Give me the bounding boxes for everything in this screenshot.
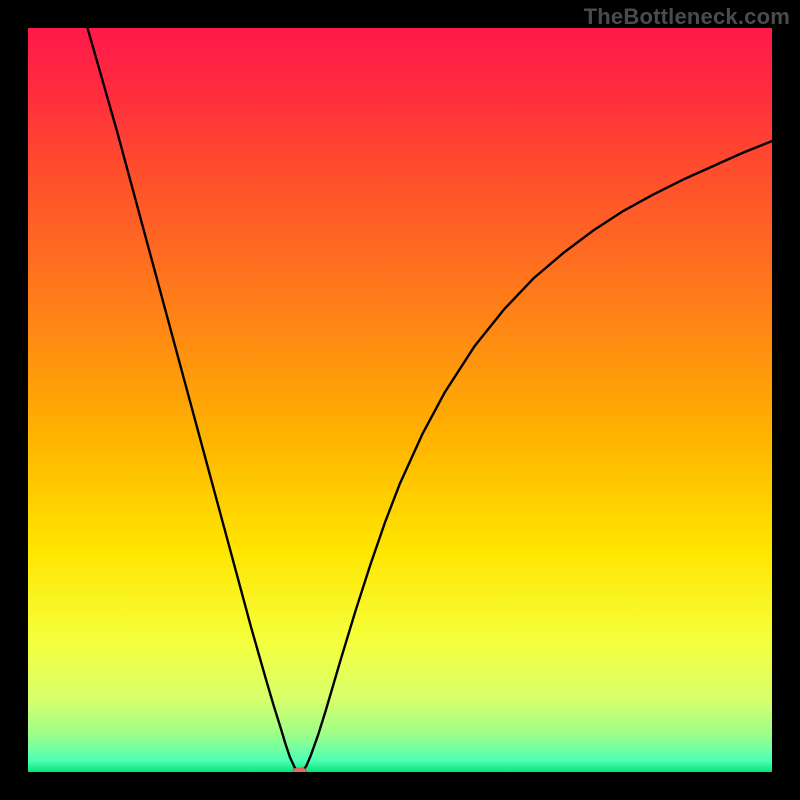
plot-background [28,28,772,772]
plot-area [28,28,772,772]
plot-svg [28,28,772,772]
watermark-text: TheBottleneck.com [584,4,790,30]
minimum-marker [293,768,307,772]
chart-frame: TheBottleneck.com [0,0,800,800]
